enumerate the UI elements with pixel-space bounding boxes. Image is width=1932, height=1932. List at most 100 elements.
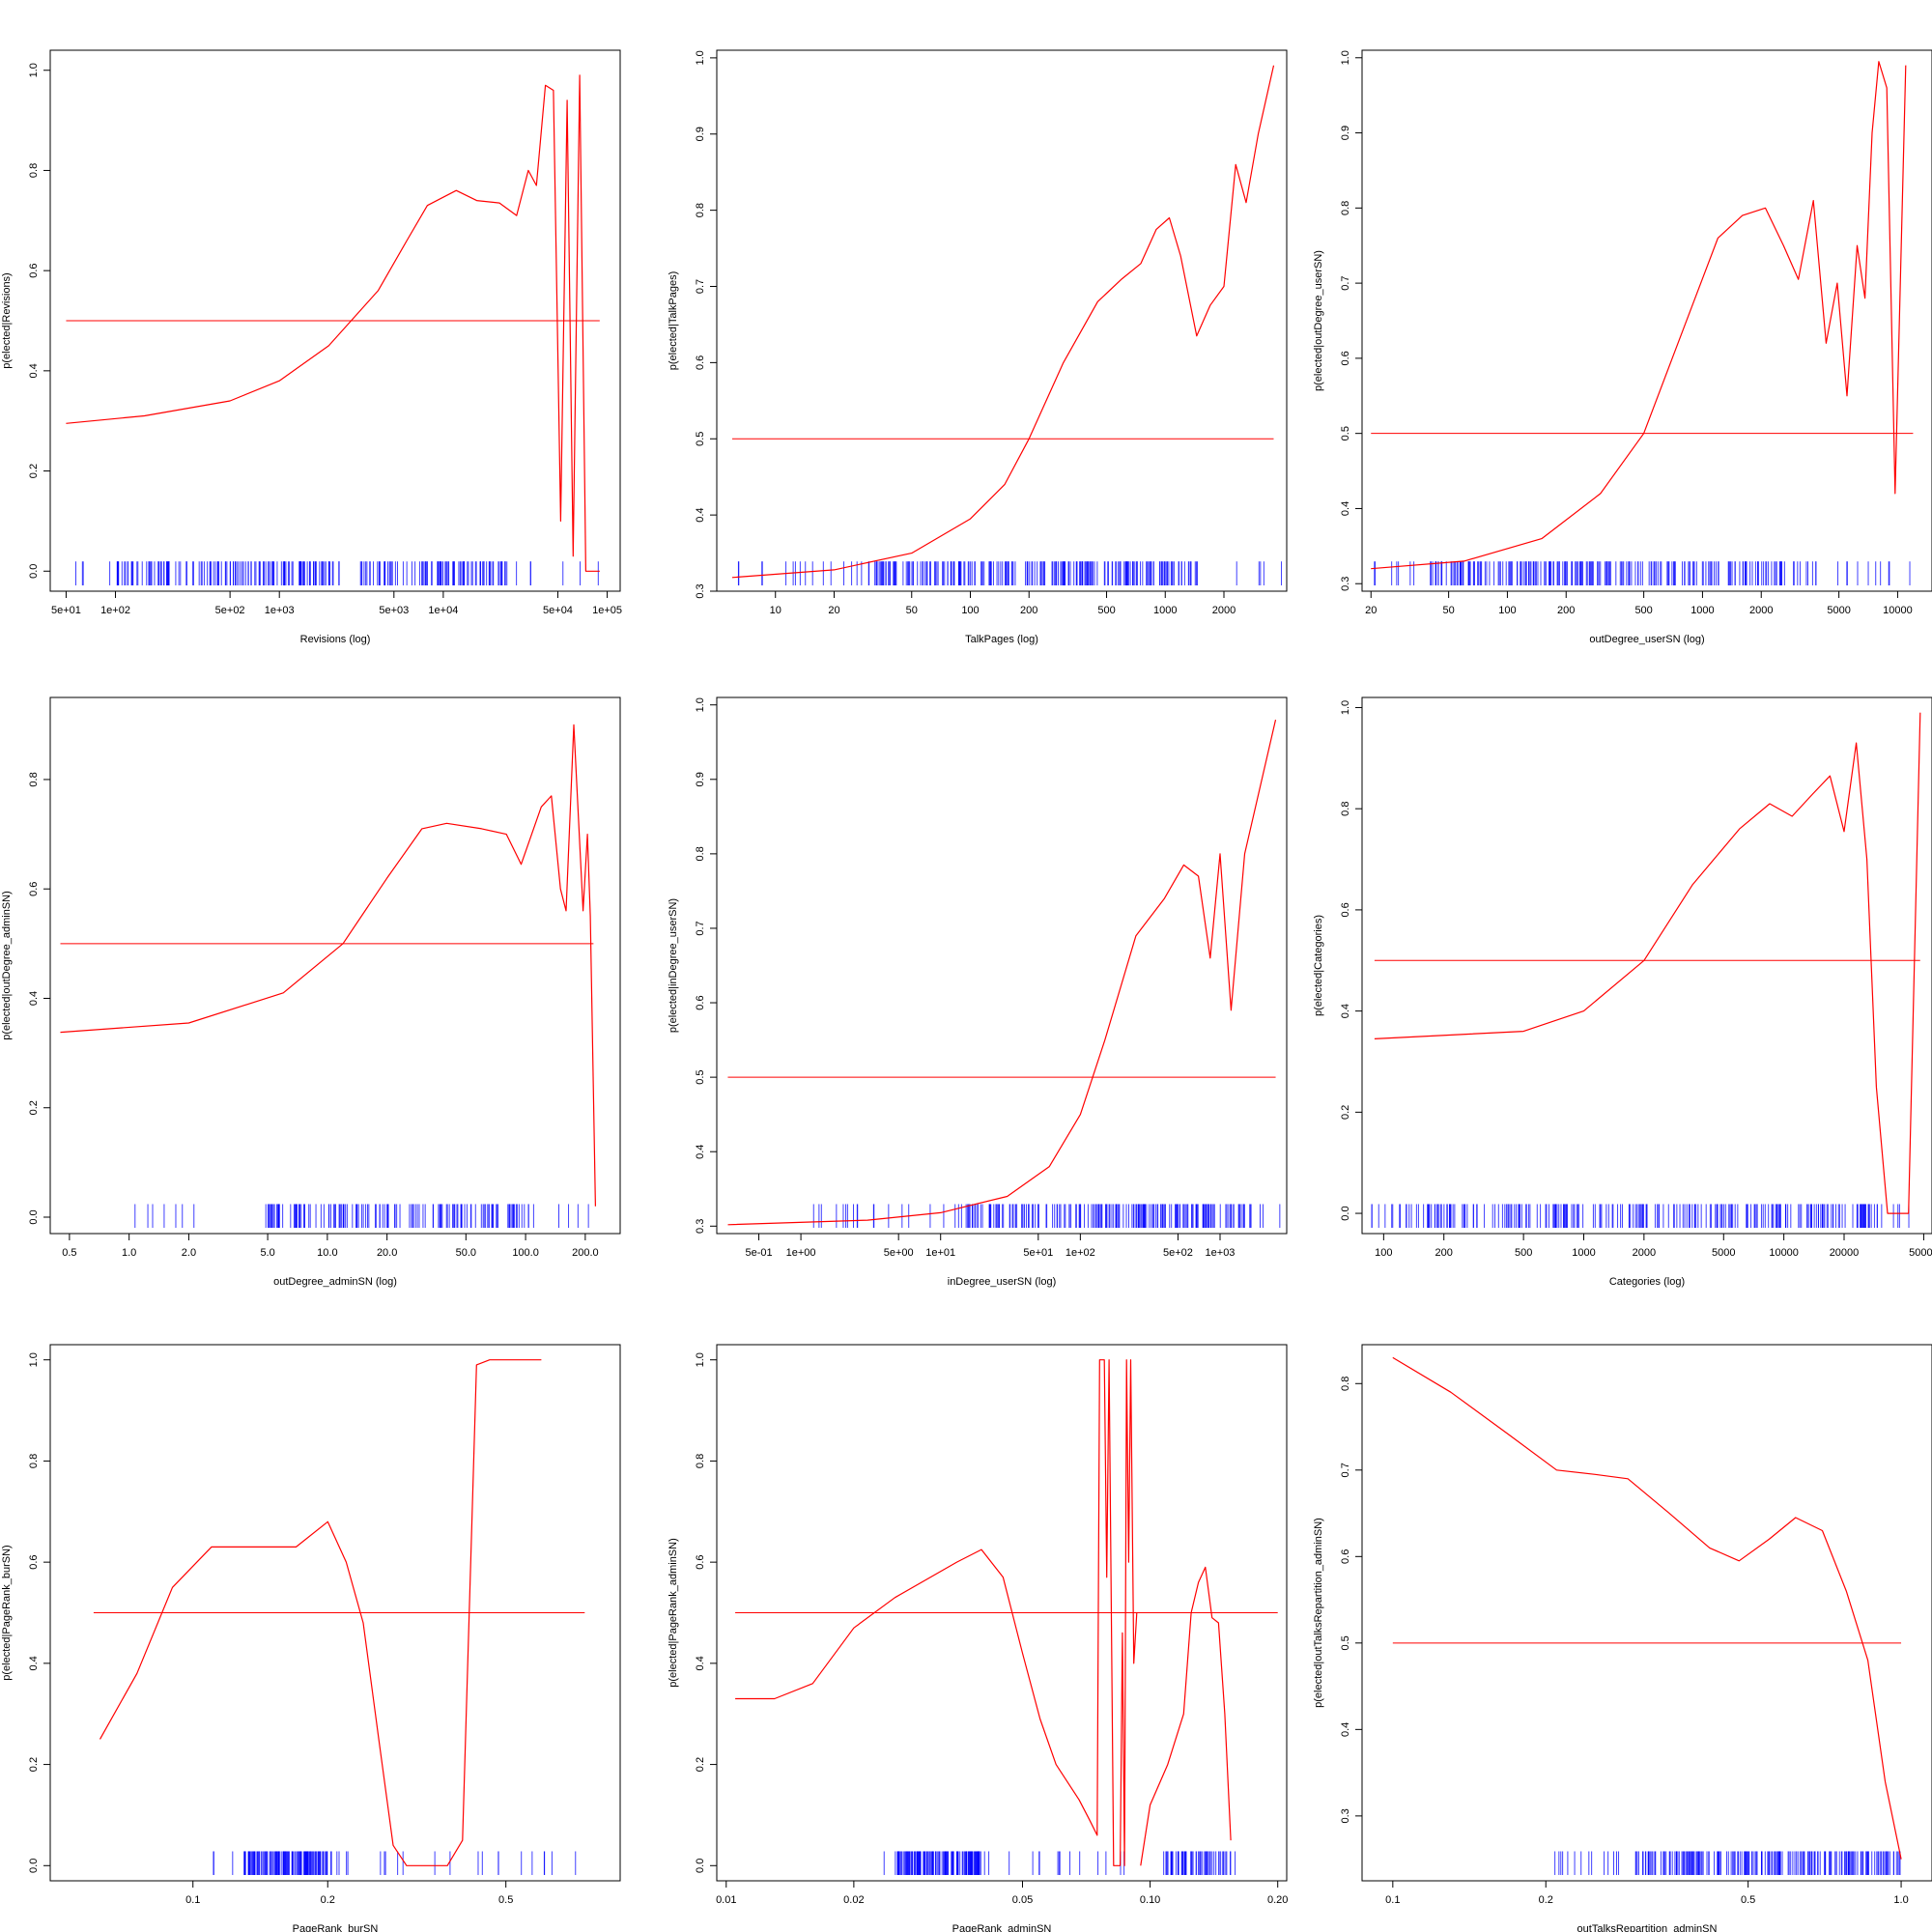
plot-frame <box>1361 696 1932 1235</box>
y-axis: 0.3 0.4 0.5 0.6 0.7 0.8 0.9 1.0 p(elected|TalkPa… <box>668 50 717 599</box>
probability-curve <box>735 1359 1138 1866</box>
rug-ticks <box>75 561 599 585</box>
y-tick-label: 0.3 <box>1340 577 1351 591</box>
y-tick-label: 0.3 <box>695 1219 706 1234</box>
y-tick-label: 0.8 <box>28 163 40 178</box>
x-tick-label: 2000 <box>1212 605 1236 616</box>
y-tick-label: 0.7 <box>695 279 706 294</box>
x-axis: 0.01 0.02 0.05 0.10 0.20 PageRank_adminSN <box>716 1881 1288 1932</box>
x-tick-label: 2000 <box>1749 605 1773 616</box>
y-tick-label: 0.2 <box>28 464 40 478</box>
y-axis: 0.3 0.4 0.5 0.6 0.7 0.8 0.9 1.0 p(elected|outDeg… <box>1313 50 1362 591</box>
y-axis: 0.0 0.2 0.4 0.6 0.8 1.0 p(elected|PageRank_bur… <box>1 1352 50 1873</box>
y-tick-label: 1.0 <box>28 63 40 77</box>
probability-curve <box>60 724 596 1207</box>
y-tick-label: 0.9 <box>1340 126 1351 140</box>
x-tick-label: 100 <box>1375 1247 1392 1259</box>
x-axis: 100 200 500 1000 2000 5000 10000 20000 50000 Cate… <box>1375 1234 1932 1288</box>
x-tick-label: 20.0 <box>377 1247 397 1259</box>
y-tick-label: 0.8 <box>1340 1377 1351 1391</box>
x-tick-label: 2000 <box>1633 1247 1656 1259</box>
y-tick-label: 0.2 <box>28 1100 40 1115</box>
y-axis-label: p(elected|Categories) <box>1313 915 1324 1016</box>
x-tick-label: 0.1 <box>185 1894 200 1906</box>
y-tick-label: 0.6 <box>1340 351 1351 365</box>
probability-curve <box>1392 1356 1902 1860</box>
x-tick-label: 1000 <box>1153 605 1177 616</box>
x-axis-label: outDegree_adminSN (log) <box>273 1276 397 1288</box>
x-tick-label: 5e-01 <box>745 1247 772 1259</box>
rug-ticks <box>213 1851 577 1875</box>
y-tick-label: 0.6 <box>28 1554 40 1569</box>
chart-panel-1: 5e+01 1e+02 5e+02 1e+03 5e+03 1e+04 5e+04 1e+05… <box>1 49 622 645</box>
y-tick-label: 0.6 <box>1340 1549 1351 1564</box>
y-tick-label: 0.6 <box>28 882 40 896</box>
x-tick-label: 5e+04 <box>543 605 573 616</box>
y-tick-label: 0.0 <box>28 564 40 579</box>
x-tick-label: 0.2 <box>321 1894 335 1906</box>
x-tick-label: 20 <box>1365 605 1377 616</box>
x-tick-label: 0.1 <box>1385 1894 1400 1906</box>
x-tick-label: 0.2 <box>1539 1894 1553 1906</box>
x-axis: 5e+01 1e+02 5e+02 1e+03 5e+03 1e+04 5e+04 1e+05… <box>51 591 622 645</box>
x-tick-label: 500 <box>1634 605 1652 616</box>
x-axis: 10 20 50 100 200 500 1000 2000 TalkPages (log) <box>770 591 1236 645</box>
x-tick-label: 500 <box>1515 1247 1532 1259</box>
y-axis: 0.0 0.2 0.4 0.6 0.8 p(elected|outDegree_admin… <box>1 772 50 1225</box>
y-tick-label: 1.0 <box>695 50 706 65</box>
y-tick-label: 0.4 <box>28 1656 40 1670</box>
x-tick-label: 5e+01 <box>1023 1247 1053 1259</box>
x-tick-label: 10000 <box>1769 1247 1799 1259</box>
x-axis-label: PageRank_adminSN <box>952 1923 1052 1932</box>
probability-curve <box>727 719 1277 1226</box>
y-tick-label: 1.0 <box>1340 700 1351 715</box>
rug-ticks <box>1554 1851 1901 1875</box>
x-tick-label: 200 <box>1557 605 1575 616</box>
x-tick-label: 20000 <box>1830 1247 1860 1259</box>
y-axis-label: p(elected|PageRank_burSN) <box>1 1545 13 1680</box>
x-axis-label: PageRank_burSN <box>293 1923 379 1932</box>
plot-frame <box>1361 49 1932 592</box>
y-tick-label: 0.5 <box>1340 426 1351 440</box>
x-axis: 0.1 0.2 0.5 PageRank_burSN <box>185 1881 513 1932</box>
x-tick-label: 0.5 <box>1741 1894 1755 1906</box>
x-tick-label: 0.02 <box>843 1894 864 1906</box>
y-axis-label: p(elected|PageRank_adminSN) <box>668 1538 679 1688</box>
y-tick-label: 0.4 <box>695 1145 706 1159</box>
probability-curve <box>66 74 600 572</box>
x-axis-label: TalkPages (log) <box>965 634 1038 645</box>
y-axis-label: p(elected|outTalksRepartition_adminSN) <box>1313 1518 1324 1708</box>
probability-curve <box>1371 61 1907 570</box>
x-axis-label: inDegree_userSN (log) <box>948 1276 1057 1288</box>
x-tick-label: 100 <box>961 605 979 616</box>
x-tick-label: 200.0 <box>572 1247 599 1259</box>
y-tick-label: 0.4 <box>28 363 40 378</box>
x-tick-label: 1.0 <box>122 1247 136 1259</box>
rug-ticks <box>1374 561 1911 585</box>
y-axis: 0.0 0.2 0.4 0.6 0.8 1.0 p(elected|PageRank_adm… <box>668 1352 717 1873</box>
x-tick-label: 0.5 <box>498 1894 513 1906</box>
y-axis-label: p(elected|inDegree_userSN) <box>668 898 679 1033</box>
x-axis: 0.1 0.2 0.5 1.0 outTalksRepartition_adminSN <box>1385 1881 1909 1932</box>
x-axis: 0.5 1.0 2.0 5.0 10.0 20.0 50.0 100.0 200.0 outDeg… <box>62 1234 599 1288</box>
x-tick-label: 5e+02 <box>215 605 245 616</box>
rug-ticks <box>134 1204 589 1228</box>
y-tick-label: 0.0 <box>28 1859 40 1873</box>
x-tick-label: 1e+03 <box>1206 1247 1236 1259</box>
x-tick-label: 50 <box>1443 605 1455 616</box>
y-tick-label: 0.0 <box>1340 1206 1351 1220</box>
x-tick-label: 0.5 <box>62 1247 76 1259</box>
x-tick-label: 1000 <box>1690 605 1714 616</box>
y-tick-label: 0.8 <box>28 772 40 786</box>
chart-panel-7: 0.1 0.2 0.5 PageRank_burSN 0.0 0.2 0.4 0.6 0.8 1.… <box>1 1344 621 1932</box>
y-tick-label: 0.6 <box>1340 902 1351 917</box>
y-axis: 0.0 0.2 0.4 0.6 0.8 1.0 p(elected|Categories) <box>1313 700 1362 1221</box>
x-axis: 5e-01 1e+00 5e+00 1e+01 5e+01 1e+02 5e+02 1e+03… <box>745 1234 1235 1288</box>
y-tick-label: 0.6 <box>695 995 706 1009</box>
x-tick-label: 0.10 <box>1140 1894 1160 1906</box>
plot-frame <box>716 49 1288 592</box>
y-axis-label: p(elected|Revisions) <box>1 272 13 368</box>
y-tick-label: 0.7 <box>1340 1463 1351 1477</box>
